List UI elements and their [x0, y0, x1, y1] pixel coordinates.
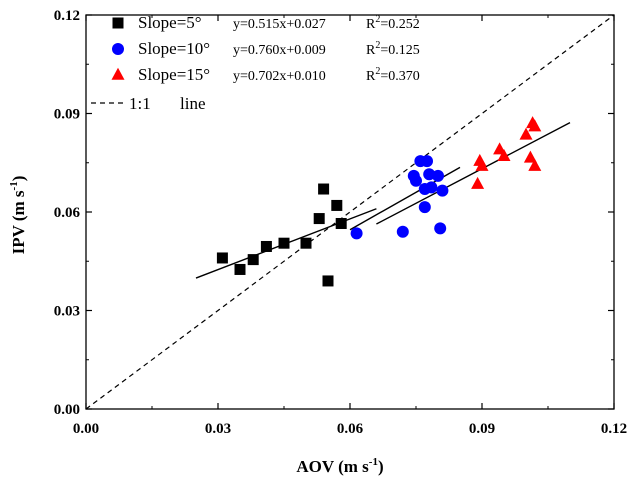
data-point	[318, 183, 330, 195]
fit-line	[376, 122, 571, 225]
data-point	[432, 169, 444, 182]
legend-series-name: Slope=15°	[138, 65, 210, 84]
data-point	[421, 155, 433, 168]
data-point	[278, 237, 290, 249]
legend-marker	[112, 17, 124, 29]
x-tick-label: 0.12	[601, 421, 627, 437]
data-point	[528, 119, 542, 132]
legend-series-name: Slope=5°	[138, 13, 202, 32]
legend-r-squared: R2=0.125	[366, 40, 420, 58]
y-tick-label: 0.06	[54, 205, 81, 221]
x-axis-title: AOV (m s-1)	[296, 456, 383, 476]
data-point	[396, 225, 409, 238]
legend-ref-label: 1:1	[129, 94, 151, 113]
data-point	[471, 176, 485, 189]
data-points-layer	[216, 116, 542, 287]
x-tick-label: 0.09	[469, 421, 495, 437]
legend-equation: y=0.760x+0.009	[233, 43, 326, 58]
data-point	[434, 222, 447, 235]
legend: Slope=5° y=0.515x+0.027 R2=0.252 Slope=10° y…	[91, 13, 420, 113]
data-point	[425, 181, 438, 194]
data-point	[475, 158, 489, 171]
y-tick-label: 0.00	[54, 402, 80, 418]
y-tick-label: 0.09	[54, 107, 80, 123]
legend-marker	[112, 43, 124, 55]
data-point	[497, 148, 511, 161]
data-point	[260, 240, 272, 252]
legend-equation: y=0.515x+0.027	[233, 17, 326, 32]
y-tick-label: 0.12	[54, 8, 80, 24]
legend-ref-label-line: line	[180, 94, 206, 113]
data-point	[247, 254, 259, 266]
data-point	[313, 213, 325, 225]
data-point	[234, 263, 246, 275]
data-point	[418, 201, 431, 214]
legend-equation: y=0.702x+0.010	[233, 69, 326, 84]
data-point	[523, 150, 537, 163]
legend-r-squared: R2=0.370	[366, 66, 420, 84]
y-axis-title: IPV (m s-1)	[8, 176, 28, 255]
legend-series-name: Slope=10°	[138, 39, 210, 58]
one-to-one-line	[85, 14, 615, 410]
legend-r-squared: R2=0.252	[366, 14, 420, 32]
data-point	[350, 227, 363, 240]
data-point	[335, 217, 347, 229]
data-point	[410, 174, 422, 187]
axes: 0.00 0.03 0.06 0.09 0.12 0.00 0.03 0.06 0.09 0.12	[54, 8, 627, 437]
data-point	[216, 252, 228, 264]
data-point	[436, 184, 449, 197]
reference-line-layer	[85, 14, 615, 410]
x-tick-label: 0.03	[205, 421, 231, 437]
y-tick-label: 0.03	[54, 304, 80, 320]
data-point	[331, 199, 343, 211]
x-tick-label: 0.00	[73, 421, 99, 437]
data-point	[528, 158, 542, 171]
x-tick-label: 0.06	[337, 421, 364, 437]
data-point	[322, 275, 334, 287]
legend-marker	[111, 67, 125, 80]
data-point	[300, 237, 312, 249]
data-point	[519, 127, 533, 140]
